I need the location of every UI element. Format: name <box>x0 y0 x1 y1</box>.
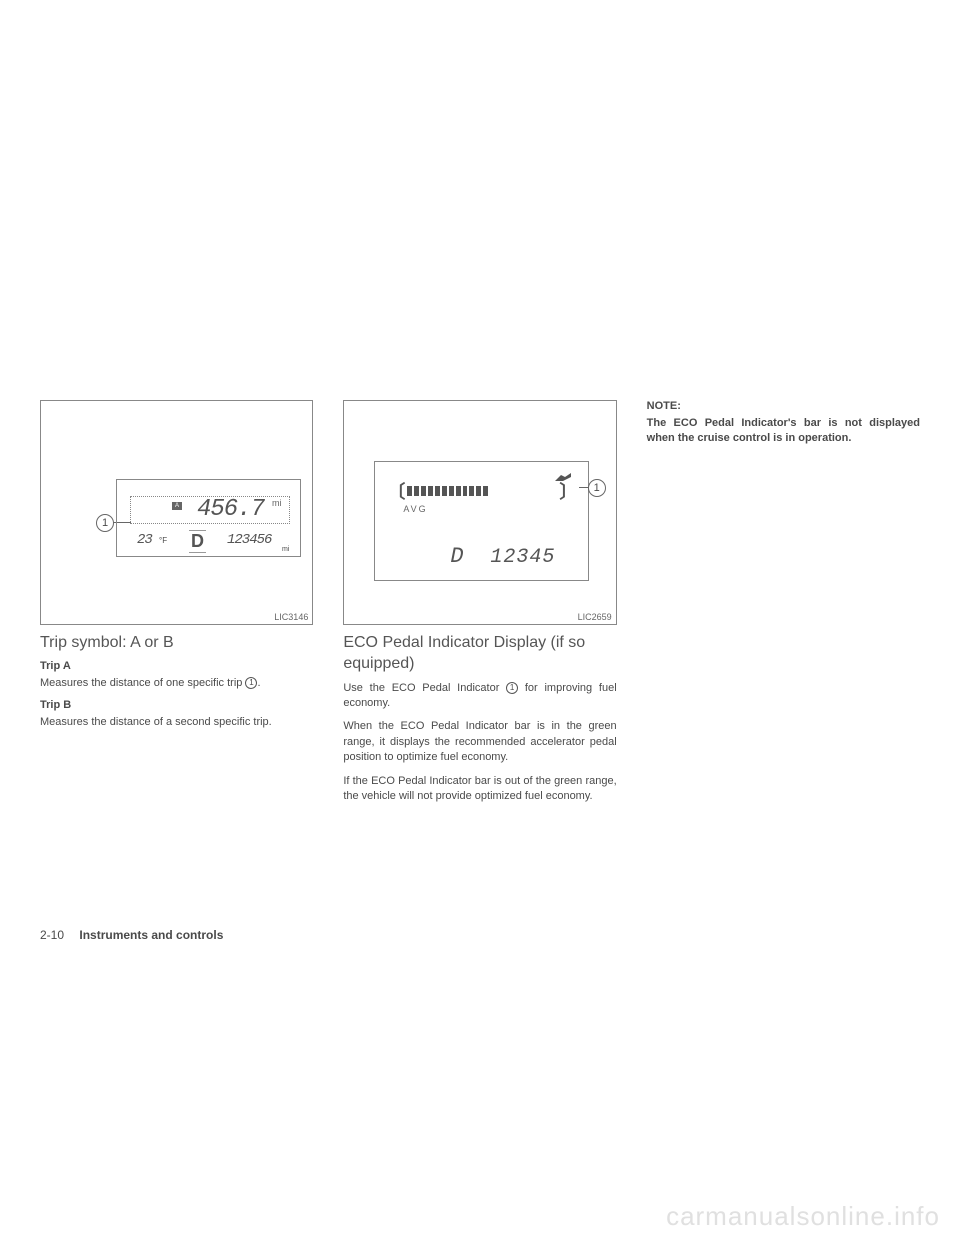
trip-unit: mi <box>272 498 282 508</box>
eco-p1-before: Use the ECO Pedal Indicator <box>343 682 506 694</box>
trip-b-text: Measures the distance of a second specif… <box>40 715 313 730</box>
page-footer: 2-10 Instruments and controls <box>40 928 223 942</box>
trip-a-text: Measures the distance of one specific tr… <box>40 676 313 691</box>
figure-label-2: LIC2659 <box>578 612 612 622</box>
eco-segment <box>421 486 426 496</box>
eco-segment <box>518 486 523 496</box>
eco-segment <box>539 486 544 496</box>
temperature-value: 23 <box>137 532 152 548</box>
page-number: 2-10 <box>40 928 64 942</box>
watermark: carmanualsonline.info <box>666 1201 940 1232</box>
eco-segment <box>504 486 509 496</box>
eco-segment <box>490 486 495 496</box>
bracket-left-icon: 〔 <box>387 478 405 504</box>
eco-segment <box>511 486 516 496</box>
figure-eco-display: 1 〔 〕 AVG D 12345 LIC2659 <box>343 400 616 625</box>
eco-odometer: 12345 <box>490 546 555 569</box>
figure-label: LIC3146 <box>274 612 308 622</box>
eco-segment <box>442 486 447 496</box>
eco-segments <box>405 486 559 496</box>
section-title-eco: ECO Pedal Indicator Display (if so equip… <box>343 633 616 675</box>
bracket-right-icon: 〕 <box>559 478 577 504</box>
eco-segment <box>525 486 530 496</box>
lcd-screen-eco: 〔 〕 AVG D 12345 <box>374 461 589 581</box>
trip-badge: A <box>172 502 182 510</box>
eco-segment <box>407 486 412 496</box>
eco-p2: When the ECO Pedal Indicator bar is in t… <box>343 719 616 765</box>
eco-segment <box>552 486 557 496</box>
trip-a-text-content: Measures the distance of one specific tr… <box>40 677 242 689</box>
figure-trip-display: 1 A 456.7 mi 23 °F D 123456 mi LIC3146 <box>40 400 313 625</box>
eco-segment <box>469 486 474 496</box>
avg-label: AVG <box>403 504 427 514</box>
eco-p3: If the ECO Pedal Indicator bar is out of… <box>343 774 616 805</box>
section-name: Instruments and controls <box>79 928 223 942</box>
eco-segment <box>449 486 454 496</box>
callout-circle-1: 1 <box>96 514 114 532</box>
page-content: 1 A 456.7 mi 23 °F D 123456 mi LIC3146 T… <box>0 0 960 852</box>
eco-segment <box>483 486 488 496</box>
column-1: 1 A 456.7 mi 23 °F D 123456 mi LIC3146 T… <box>40 400 313 812</box>
trip-b-heading: Trip B <box>40 699 313 711</box>
inline-ref-2: 1 <box>506 682 518 694</box>
column-3: NOTE: The ECO Pedal Indicator's bar is n… <box>647 400 920 812</box>
eco-segment <box>497 486 502 496</box>
trip-a-period: . <box>257 677 260 689</box>
inline-ref-1: 1 <box>245 677 257 689</box>
eco-segment <box>414 486 419 496</box>
temperature-unit: °F <box>159 536 167 545</box>
section-title-trip: Trip symbol: A or B <box>40 633 313 654</box>
gear-indicator: D <box>189 530 206 553</box>
trip-distance-value: 456.7 <box>197 496 264 523</box>
trip-a-heading: Trip A <box>40 660 313 672</box>
eco-bar-container: 〔 〕 <box>387 484 577 498</box>
eco-gear: D <box>450 544 462 569</box>
eco-segment <box>463 486 468 496</box>
eco-segment <box>435 486 440 496</box>
note-heading: NOTE: <box>647 400 920 412</box>
eco-segment <box>545 486 550 496</box>
column-2: 1 〔 〕 AVG D 12345 LIC2659 ECO Pedal In <box>343 400 616 812</box>
eco-segment <box>532 486 537 496</box>
odometer-unit: mi <box>282 546 289 553</box>
eco-segment <box>428 486 433 496</box>
eco-segment <box>476 486 481 496</box>
lcd-screen-trip: A 456.7 mi 23 °F D 123456 mi <box>116 479 301 557</box>
callout-circle-2: 1 <box>588 479 606 497</box>
eco-p1: Use the ECO Pedal Indicator 1 for improv… <box>343 681 616 712</box>
note-text: The ECO Pedal Indicator's bar is not dis… <box>647 416 920 447</box>
odometer-value: 123456 <box>227 532 271 548</box>
eco-segment <box>456 486 461 496</box>
